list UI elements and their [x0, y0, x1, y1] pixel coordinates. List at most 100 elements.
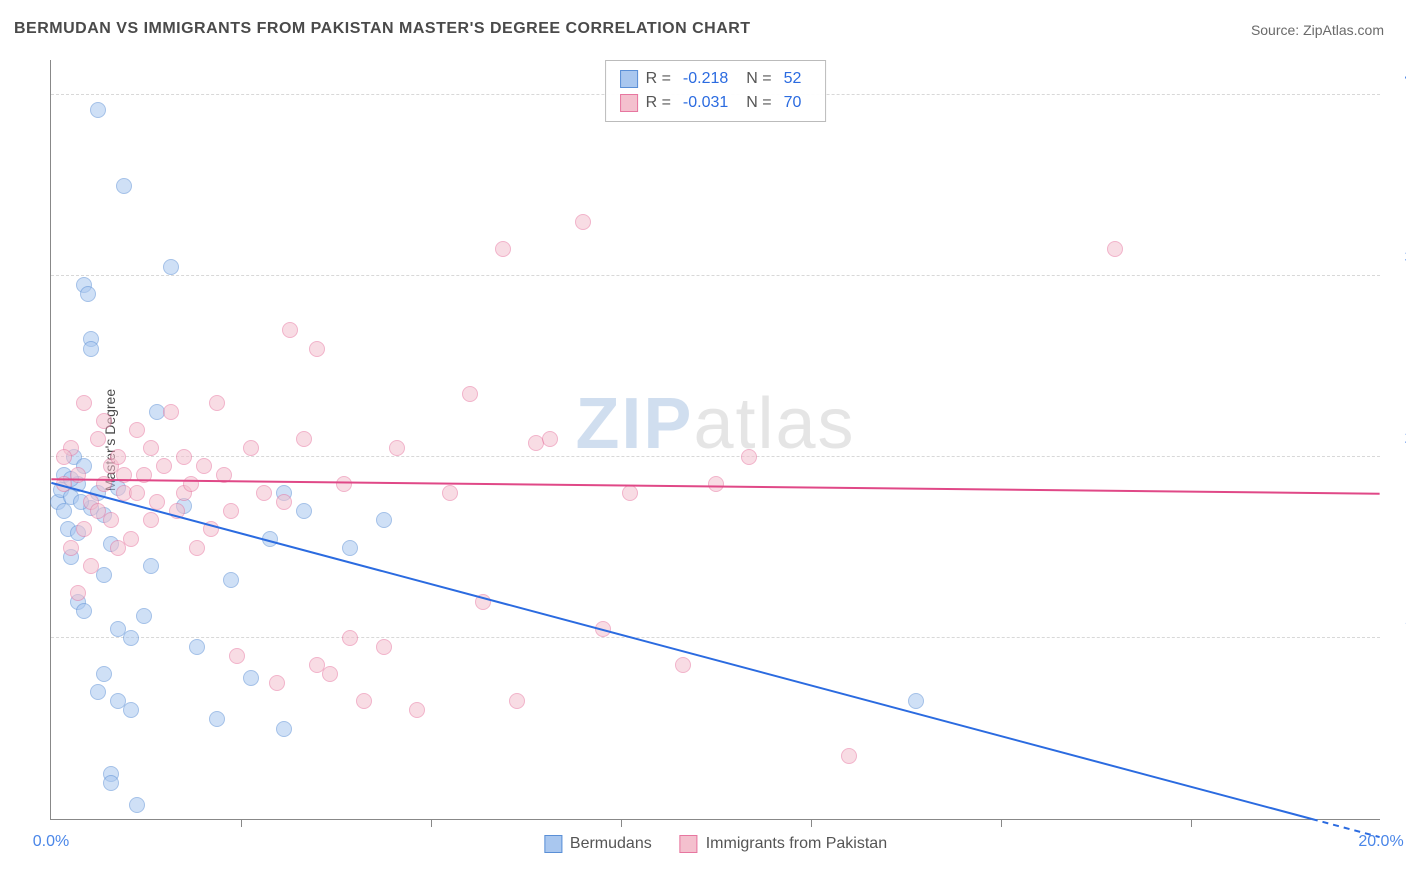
data-point	[741, 449, 757, 465]
data-point	[103, 775, 119, 791]
x-tick-label: 20.0%	[1358, 833, 1403, 851]
legend-n-value-0: 52	[784, 67, 802, 91]
data-point	[76, 521, 92, 537]
data-point	[296, 431, 312, 447]
data-point	[196, 458, 212, 474]
data-point	[136, 608, 152, 624]
data-point	[76, 603, 92, 619]
data-point	[282, 322, 298, 338]
legend-r-label-0: R =	[646, 67, 671, 91]
bottom-swatch-0	[544, 835, 562, 853]
data-point	[356, 693, 372, 709]
data-point	[96, 567, 112, 583]
x-tick	[1191, 819, 1192, 827]
data-point	[229, 648, 245, 664]
data-point	[163, 259, 179, 275]
x-tick	[621, 819, 622, 827]
data-point	[262, 531, 278, 547]
legend-row-1: R = -0.031 N = 70	[620, 91, 812, 115]
data-point	[110, 449, 126, 465]
data-point	[542, 431, 558, 447]
watermark: ZIPatlas	[575, 383, 855, 465]
data-point	[96, 476, 112, 492]
data-point	[129, 485, 145, 501]
legend-swatch-0	[620, 70, 638, 88]
data-point	[243, 440, 259, 456]
data-point	[149, 494, 165, 510]
data-point	[495, 241, 511, 257]
x-tick-label: 0.0%	[33, 833, 69, 851]
data-point	[143, 440, 159, 456]
grid-line-h	[51, 637, 1380, 638]
data-point	[103, 512, 119, 528]
data-point	[475, 594, 491, 610]
data-point	[309, 341, 325, 357]
x-tick	[1001, 819, 1002, 827]
data-point	[216, 467, 232, 483]
legend-r-label-1: R =	[646, 91, 671, 115]
data-point	[56, 449, 72, 465]
x-tick	[811, 819, 812, 827]
legend-r-value-0: -0.218	[683, 67, 728, 91]
data-point	[276, 721, 292, 737]
data-point	[223, 503, 239, 519]
data-point	[176, 449, 192, 465]
data-point	[76, 395, 92, 411]
data-point	[575, 214, 591, 230]
data-point	[322, 666, 338, 682]
data-point	[123, 630, 139, 646]
data-point	[163, 404, 179, 420]
chart-title: BERMUDAN VS IMMIGRANTS FROM PAKISTAN MAS…	[14, 20, 751, 38]
y-tick-label: 20.0%	[1390, 430, 1406, 448]
data-point	[63, 540, 79, 556]
data-point	[129, 797, 145, 813]
data-point	[276, 494, 292, 510]
y-tick-label: 40.0%	[1390, 68, 1406, 86]
data-point	[143, 558, 159, 574]
bottom-legend-label-0: Bermudans	[570, 835, 652, 853]
data-point	[123, 531, 139, 547]
data-point	[116, 178, 132, 194]
data-point	[116, 467, 132, 483]
data-point	[342, 540, 358, 556]
legend-n-label-1: N =	[746, 91, 771, 115]
data-point	[70, 467, 86, 483]
data-point	[96, 666, 112, 682]
data-point	[90, 431, 106, 447]
bottom-legend: Bermudans Immigrants from Pakistan	[544, 835, 887, 853]
data-point	[189, 639, 205, 655]
data-point	[90, 684, 106, 700]
data-point	[336, 476, 352, 492]
data-point	[169, 503, 185, 519]
data-point	[136, 467, 152, 483]
data-point	[462, 386, 478, 402]
legend-n-value-1: 70	[784, 91, 802, 115]
data-point	[223, 572, 239, 588]
grid-line-h	[51, 456, 1380, 457]
data-point	[908, 693, 924, 709]
data-point	[96, 413, 112, 429]
data-point	[1107, 241, 1123, 257]
data-point	[123, 702, 139, 718]
data-point	[83, 558, 99, 574]
data-point	[675, 657, 691, 673]
data-point	[129, 422, 145, 438]
data-point	[256, 485, 272, 501]
y-tick-label: 30.0%	[1390, 249, 1406, 267]
data-point	[509, 693, 525, 709]
data-point	[90, 102, 106, 118]
correlation-legend: R = -0.218 N = 52 R = -0.031 N = 70	[605, 60, 827, 122]
data-point	[442, 485, 458, 501]
data-point	[342, 630, 358, 646]
data-point	[56, 503, 72, 519]
bottom-legend-item-1: Immigrants from Pakistan	[680, 835, 887, 853]
data-point	[595, 621, 611, 637]
data-point	[156, 458, 172, 474]
data-point	[110, 540, 126, 556]
data-point	[296, 503, 312, 519]
watermark-prefix: ZIP	[575, 384, 693, 464]
legend-n-label-0: N =	[746, 67, 771, 91]
data-point	[183, 476, 199, 492]
data-point	[269, 675, 285, 691]
data-point	[243, 670, 259, 686]
